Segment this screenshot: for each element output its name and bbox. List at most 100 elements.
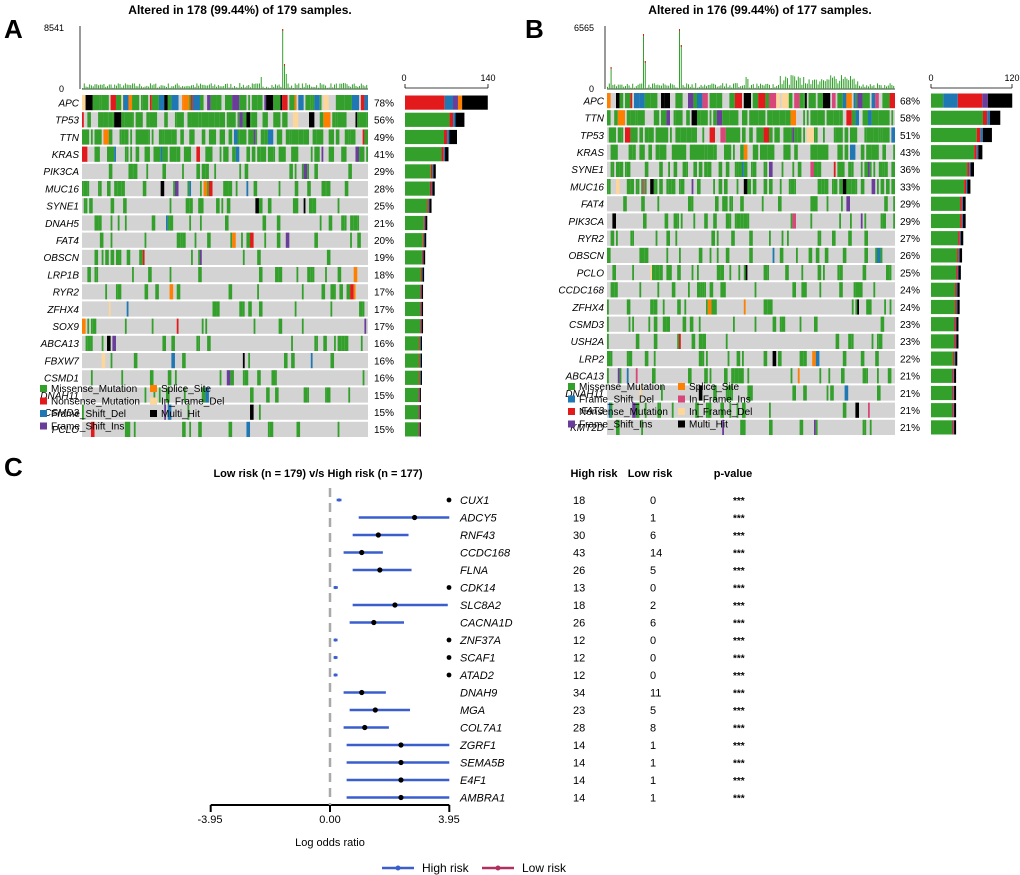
- b-tmb-bar: [772, 84, 774, 89]
- a-cell: [307, 163, 310, 179]
- a-tmb-bar: [192, 84, 194, 89]
- a-tmb-bar: [339, 83, 341, 89]
- a-cell: [126, 146, 129, 162]
- a-cell: [303, 198, 306, 214]
- a-cell: [221, 198, 224, 214]
- a-cell: [269, 421, 274, 437]
- panel-label-c: C: [4, 452, 23, 482]
- b-cell: [851, 299, 854, 315]
- b-cell: [612, 265, 616, 281]
- b-tmb-bar: [716, 86, 718, 89]
- a-tmb-bar: [244, 87, 246, 89]
- a-cell: [201, 112, 209, 128]
- b-bar-seg-CSMD3: [931, 317, 955, 332]
- b-cell: [794, 93, 800, 109]
- b-cell: [743, 161, 748, 177]
- a-tmb-bar: [326, 87, 328, 89]
- a-tmb-bar: [183, 86, 185, 89]
- b-gene-LRP2: LRP2: [579, 354, 604, 365]
- a-tmb-bar: [180, 87, 182, 89]
- forest-point-SCAF1: [333, 655, 338, 660]
- b-cell: [842, 351, 847, 367]
- a-cell: [314, 163, 318, 179]
- a-tmb-bar: [164, 85, 166, 89]
- a-cell: [121, 129, 125, 145]
- b-cell: [799, 351, 804, 367]
- b-cell: [860, 213, 863, 229]
- a-cell: [342, 95, 345, 111]
- b-cell: [837, 144, 843, 160]
- forest-p-CACNA1D: ***: [733, 619, 745, 630]
- b-cell: [850, 144, 856, 160]
- b-cell: [713, 179, 715, 195]
- a-cell: [174, 370, 177, 386]
- a-cell: [228, 284, 233, 300]
- b-cell: [639, 282, 642, 298]
- b-cell: [659, 179, 663, 195]
- a-cell: [142, 249, 145, 265]
- b-cell: [738, 265, 741, 281]
- a-cell: [341, 146, 347, 162]
- b-cell: [666, 265, 670, 281]
- a-cell: [90, 129, 93, 145]
- b-tmb-bar: [644, 61, 646, 89]
- b-cell: [880, 127, 883, 143]
- b-cell: [617, 368, 620, 384]
- a-cell: [307, 387, 310, 403]
- forest-high-CACNA1D: 26: [573, 618, 585, 630]
- a-bar-seg-TTN: [447, 129, 450, 145]
- b-cell: [747, 179, 751, 195]
- b-cell: [805, 93, 807, 109]
- b-cell: [763, 299, 768, 315]
- b-cell: [715, 93, 717, 109]
- b-cell: [684, 299, 687, 315]
- panel-c-col-p: p-value: [714, 468, 753, 480]
- b-cell: [769, 230, 771, 246]
- a-cell: [85, 198, 88, 214]
- a-tmb-bar: [83, 83, 85, 89]
- forest-low-COL7A1: 8: [650, 723, 656, 735]
- a-pct-KRAS: 41%: [374, 150, 394, 161]
- a-tmb-bar: [366, 84, 368, 89]
- a-tmb-bar: [146, 85, 148, 89]
- b-cell: [754, 282, 757, 298]
- a-legend-Frame_Shift_Del: Frame_Shift_Del: [51, 409, 126, 420]
- b-tmb-bar: [671, 84, 673, 89]
- b-bar-seg-TTN: [931, 110, 983, 125]
- a-cell: [267, 146, 274, 162]
- b-tmb-bar: [810, 84, 812, 89]
- b-cell: [810, 196, 814, 212]
- b-cell: [664, 213, 669, 229]
- b-cell: [886, 110, 890, 126]
- a-tmb-bar: [348, 85, 350, 89]
- b-cell: [797, 161, 802, 177]
- b-cell: [839, 179, 843, 195]
- b-bar-seg-LRP2: [931, 351, 954, 366]
- panel-a-tmb-tick-min: 0: [59, 84, 64, 94]
- b-tmb-bar: [689, 86, 691, 89]
- a-cell: [198, 198, 200, 214]
- b-tmb-bar: [815, 79, 817, 89]
- a-cell: [124, 318, 127, 334]
- b-gene-DNAH11: DNAH11: [565, 389, 604, 400]
- b-tmb-bar: [612, 85, 614, 89]
- a-cell: [307, 267, 311, 283]
- a-cell: [364, 318, 367, 334]
- b-cell: [727, 385, 730, 401]
- a-bar-seg-CSMD3: [418, 405, 420, 420]
- b-cell: [859, 282, 863, 298]
- b-tmb-bar: [824, 81, 826, 89]
- b-cell: [670, 265, 672, 281]
- b-tmb-bar: [646, 87, 648, 89]
- b-tmb-bar: [893, 85, 895, 89]
- a-tmb-bar: [107, 86, 109, 89]
- b-cell: [778, 196, 782, 212]
- a-cell: [219, 146, 222, 162]
- a-cell: [162, 129, 165, 145]
- a-tmb-bar: [309, 84, 310, 89]
- a-tmb-bar: [137, 86, 139, 89]
- b-cell: [616, 419, 620, 435]
- b-bar-seg-APC: [931, 93, 944, 108]
- b-cell: [659, 161, 663, 177]
- b-cell: [742, 402, 746, 418]
